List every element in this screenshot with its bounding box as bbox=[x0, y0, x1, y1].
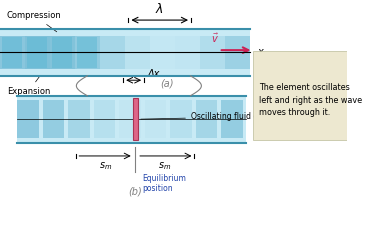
Bar bbox=[196, 100, 217, 138]
Text: Oscillating fluid element: Oscillating fluid element bbox=[141, 112, 285, 122]
Bar bbox=[100, 36, 125, 69]
Bar bbox=[17, 96, 247, 143]
Bar bbox=[94, 100, 115, 138]
Bar bbox=[68, 100, 90, 138]
Bar bbox=[125, 36, 150, 69]
Text: $s_m$: $s_m$ bbox=[158, 160, 171, 172]
Bar bbox=[253, 51, 347, 140]
Bar bbox=[53, 37, 73, 68]
Bar bbox=[77, 37, 97, 68]
Bar bbox=[175, 36, 200, 69]
Bar bbox=[3, 37, 23, 68]
Bar bbox=[221, 100, 243, 138]
Text: The element oscillates
left and right as the wave
moves through it.: The element oscillates left and right as… bbox=[259, 83, 362, 117]
Bar bbox=[17, 100, 39, 138]
Text: Expansion: Expansion bbox=[7, 76, 50, 96]
Bar bbox=[25, 36, 50, 69]
Text: (a): (a) bbox=[160, 79, 173, 89]
Text: λ: λ bbox=[156, 3, 164, 16]
Text: Compression: Compression bbox=[7, 11, 62, 32]
Bar bbox=[50, 36, 75, 69]
Text: Equilibrium
position: Equilibrium position bbox=[143, 174, 186, 193]
Text: Δx: Δx bbox=[147, 69, 160, 79]
Bar bbox=[225, 36, 250, 69]
Bar bbox=[27, 37, 47, 68]
Bar bbox=[0, 29, 250, 76]
Bar bbox=[0, 36, 25, 69]
Bar bbox=[145, 100, 166, 138]
Text: (b): (b) bbox=[129, 187, 142, 197]
Bar bbox=[200, 36, 225, 69]
Bar bbox=[119, 100, 141, 138]
Bar bbox=[43, 100, 64, 138]
Text: $\vec{v}$: $\vec{v}$ bbox=[211, 31, 219, 45]
Text: x: x bbox=[258, 47, 263, 57]
Bar bbox=[150, 36, 175, 69]
Text: $s_m$: $s_m$ bbox=[99, 160, 112, 172]
Bar bbox=[133, 98, 138, 140]
Bar bbox=[170, 100, 192, 138]
Bar bbox=[75, 36, 100, 69]
